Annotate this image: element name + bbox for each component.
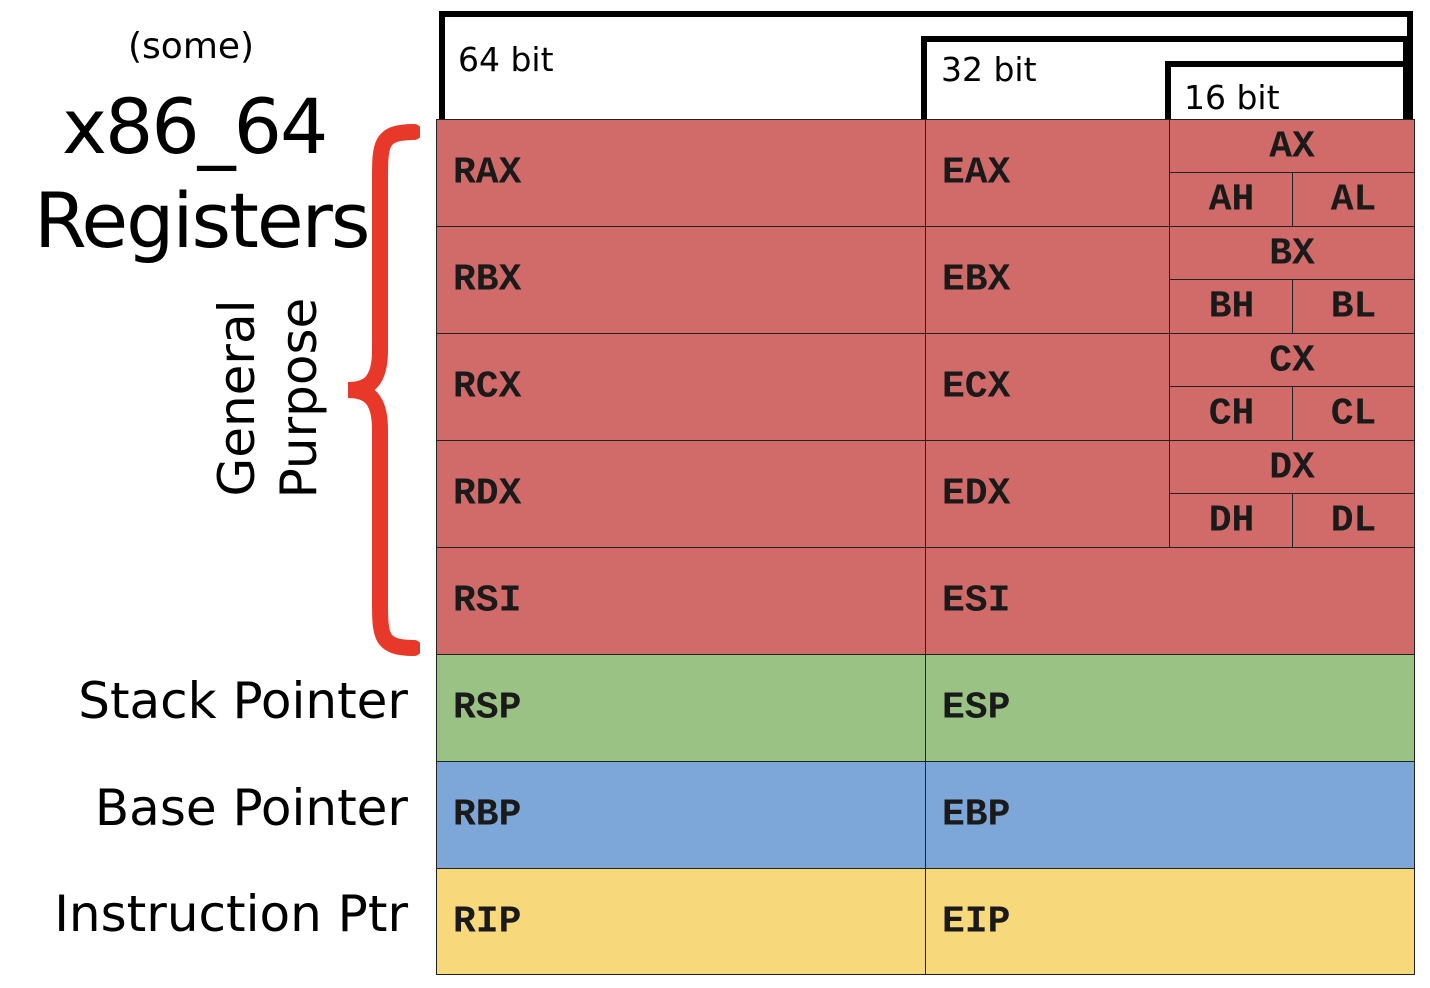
register-edx: EDX — [925, 440, 1171, 548]
register-rbx-label: RBX — [453, 258, 522, 302]
register-rcx: RCX — [436, 333, 927, 441]
register-al-label: AL — [1330, 178, 1377, 221]
register-ebx-label: EBX — [942, 258, 1011, 302]
title-some: (some) — [128, 26, 255, 67]
register-bh: BH — [1169, 279, 1294, 334]
register-dx-label: DX — [1269, 446, 1315, 489]
register-cl: CL — [1292, 386, 1415, 441]
label-16-bit: 16 bit — [1184, 78, 1280, 117]
register-dh: DH — [1169, 493, 1294, 548]
register-rsi-label: RSI — [453, 579, 522, 623]
bit-width-brackets — [439, 11, 1413, 120]
register-esp: ESP — [925, 654, 1415, 762]
register-rsp: RSP — [436, 654, 927, 762]
register-ebp-label: EBP — [942, 793, 1011, 837]
register-ch: CH — [1169, 386, 1294, 441]
register-ecx: ECX — [925, 333, 1171, 441]
register-rax: RAX — [436, 119, 927, 227]
register-ax: AX — [1169, 119, 1415, 174]
register-eip-label: EIP — [942, 900, 1011, 943]
register-eip: EIP — [925, 868, 1415, 975]
register-rdx-label: RDX — [453, 472, 522, 516]
instruction-ptr-label: Instruction Ptr — [54, 885, 408, 943]
register-ax-label: AX — [1269, 125, 1315, 168]
register-rdx: RDX — [436, 440, 927, 548]
stack-pointer-label: Stack Pointer — [78, 672, 408, 730]
register-eax-label: EAX — [942, 151, 1011, 195]
register-esi-label: ESI — [942, 579, 1011, 623]
register-dl-label: DL — [1330, 499, 1377, 542]
register-ah: AH — [1169, 172, 1294, 227]
register-al: AL — [1292, 172, 1415, 227]
register-esp-label: ESP — [942, 686, 1011, 730]
register-bx-label: BX — [1269, 232, 1315, 275]
register-ah-label: AH — [1208, 178, 1255, 221]
label-32-bit: 32 bit — [941, 50, 1037, 89]
register-rbp-label: RBP — [453, 793, 522, 837]
register-esi: ESI — [925, 547, 1415, 655]
purpose-label: Purpose — [270, 297, 328, 499]
register-bl-label: BL — [1330, 285, 1377, 328]
register-ebx: EBX — [925, 226, 1171, 334]
register-ch-label: CH — [1208, 392, 1255, 435]
register-rsi: RSI — [436, 547, 927, 655]
register-eax: EAX — [925, 119, 1171, 227]
register-dx: DX — [1169, 440, 1415, 495]
label-64-bit: 64 bit — [458, 40, 554, 79]
title-registers: Registers — [34, 176, 371, 265]
register-bh-label: BH — [1208, 285, 1255, 328]
register-bl: BL — [1292, 279, 1415, 334]
brace-icon — [347, 124, 420, 656]
register-cx: CX — [1169, 333, 1415, 388]
register-bx: BX — [1169, 226, 1415, 281]
register-rip-label: RIP — [453, 900, 522, 943]
register-rcx-label: RCX — [453, 365, 522, 409]
register-ebp: EBP — [925, 761, 1415, 869]
base-pointer-label: Base Pointer — [94, 779, 408, 837]
register-rbx: RBX — [436, 226, 927, 334]
register-dh-label: DH — [1208, 499, 1255, 542]
register-rsp-label: RSP — [453, 686, 522, 730]
register-dl: DL — [1292, 493, 1415, 548]
register-rbp: RBP — [436, 761, 927, 869]
general-label: General — [208, 299, 266, 497]
register-rip: RIP — [436, 868, 927, 975]
register-rax-label: RAX — [453, 151, 522, 195]
title-x86-64: x86_64 — [62, 82, 328, 171]
register-cl-label: CL — [1330, 392, 1377, 435]
register-edx-label: EDX — [942, 472, 1011, 516]
register-ecx-label: ECX — [942, 365, 1011, 409]
register-cx-label: CX — [1269, 339, 1315, 382]
